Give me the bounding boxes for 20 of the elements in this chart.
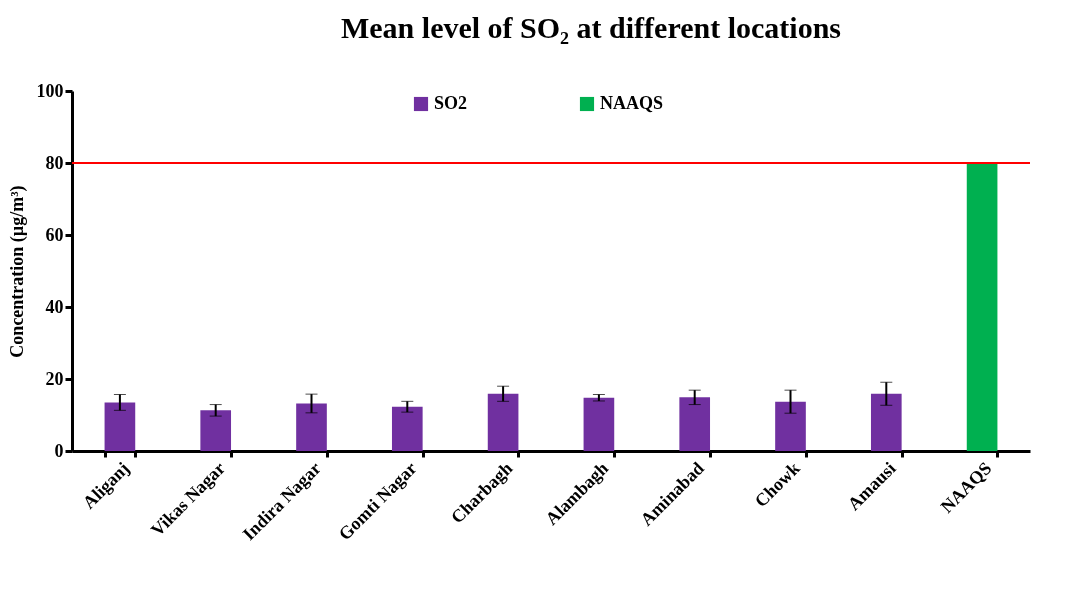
legend-label: NAAQS	[600, 93, 664, 113]
chart-title: Mean level of SO₂ at different locations	[340, 11, 842, 44]
bar	[583, 397, 615, 451]
bar	[775, 401, 806, 451]
bar	[870, 393, 902, 451]
y-tick-label: 0	[54, 440, 64, 461]
y-tick-label: 40	[45, 296, 64, 317]
bar	[391, 406, 423, 451]
bar	[296, 403, 327, 451]
y-tick-label: 20	[45, 368, 64, 389]
y-axis-title: Concentration (µg/m³)	[6, 185, 28, 358]
y-tick-label: 60	[45, 224, 64, 245]
bar	[966, 163, 998, 451]
bar	[200, 410, 232, 451]
y-tick-label: 100	[36, 80, 64, 101]
y-tick-label: 80	[45, 152, 64, 173]
bar	[487, 393, 519, 451]
bar	[104, 402, 136, 451]
bar	[679, 397, 711, 451]
legend-label: SO2	[434, 93, 468, 113]
